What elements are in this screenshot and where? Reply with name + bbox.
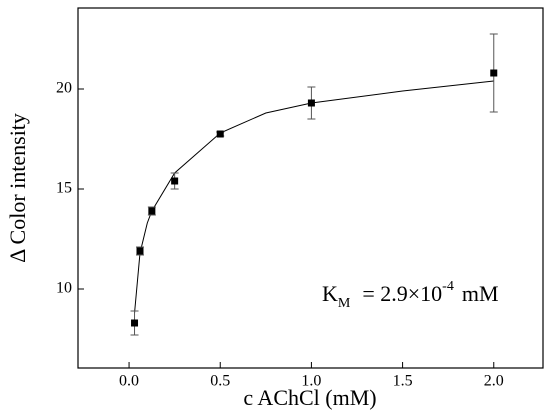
data-point xyxy=(216,130,224,138)
x-tick-label: 1.5 xyxy=(393,373,413,390)
data-point xyxy=(148,207,156,215)
y-tick-label: 15 xyxy=(56,180,72,197)
fit-curve xyxy=(134,80,494,314)
x-tick-label: 1.0 xyxy=(301,373,321,390)
km-unit: mM xyxy=(462,281,499,306)
x-tick-label: 0.5 xyxy=(210,373,230,390)
x-tick-label: 0.0 xyxy=(119,373,139,390)
annotation: KM = 2.9×10-4 mM xyxy=(322,279,499,311)
x-axis-label: c AChCl (mM) xyxy=(243,385,376,410)
km-subscript: M xyxy=(338,296,351,311)
data-point xyxy=(171,177,179,185)
data-point xyxy=(131,319,139,327)
km-symbol: K xyxy=(322,281,338,306)
data-point xyxy=(307,99,315,107)
data-point xyxy=(136,247,144,255)
km-equation: = 2.9×10 xyxy=(362,281,442,306)
y-tick-label: 20 xyxy=(56,80,72,97)
km-exponent: -4 xyxy=(442,279,454,294)
x-tick-label: 2.0 xyxy=(484,373,504,390)
y-tick-label: 10 xyxy=(56,280,72,297)
plot-frame xyxy=(77,7,544,369)
y-axis-label: Δ Color intensity xyxy=(5,113,30,263)
data-point xyxy=(490,69,498,77)
